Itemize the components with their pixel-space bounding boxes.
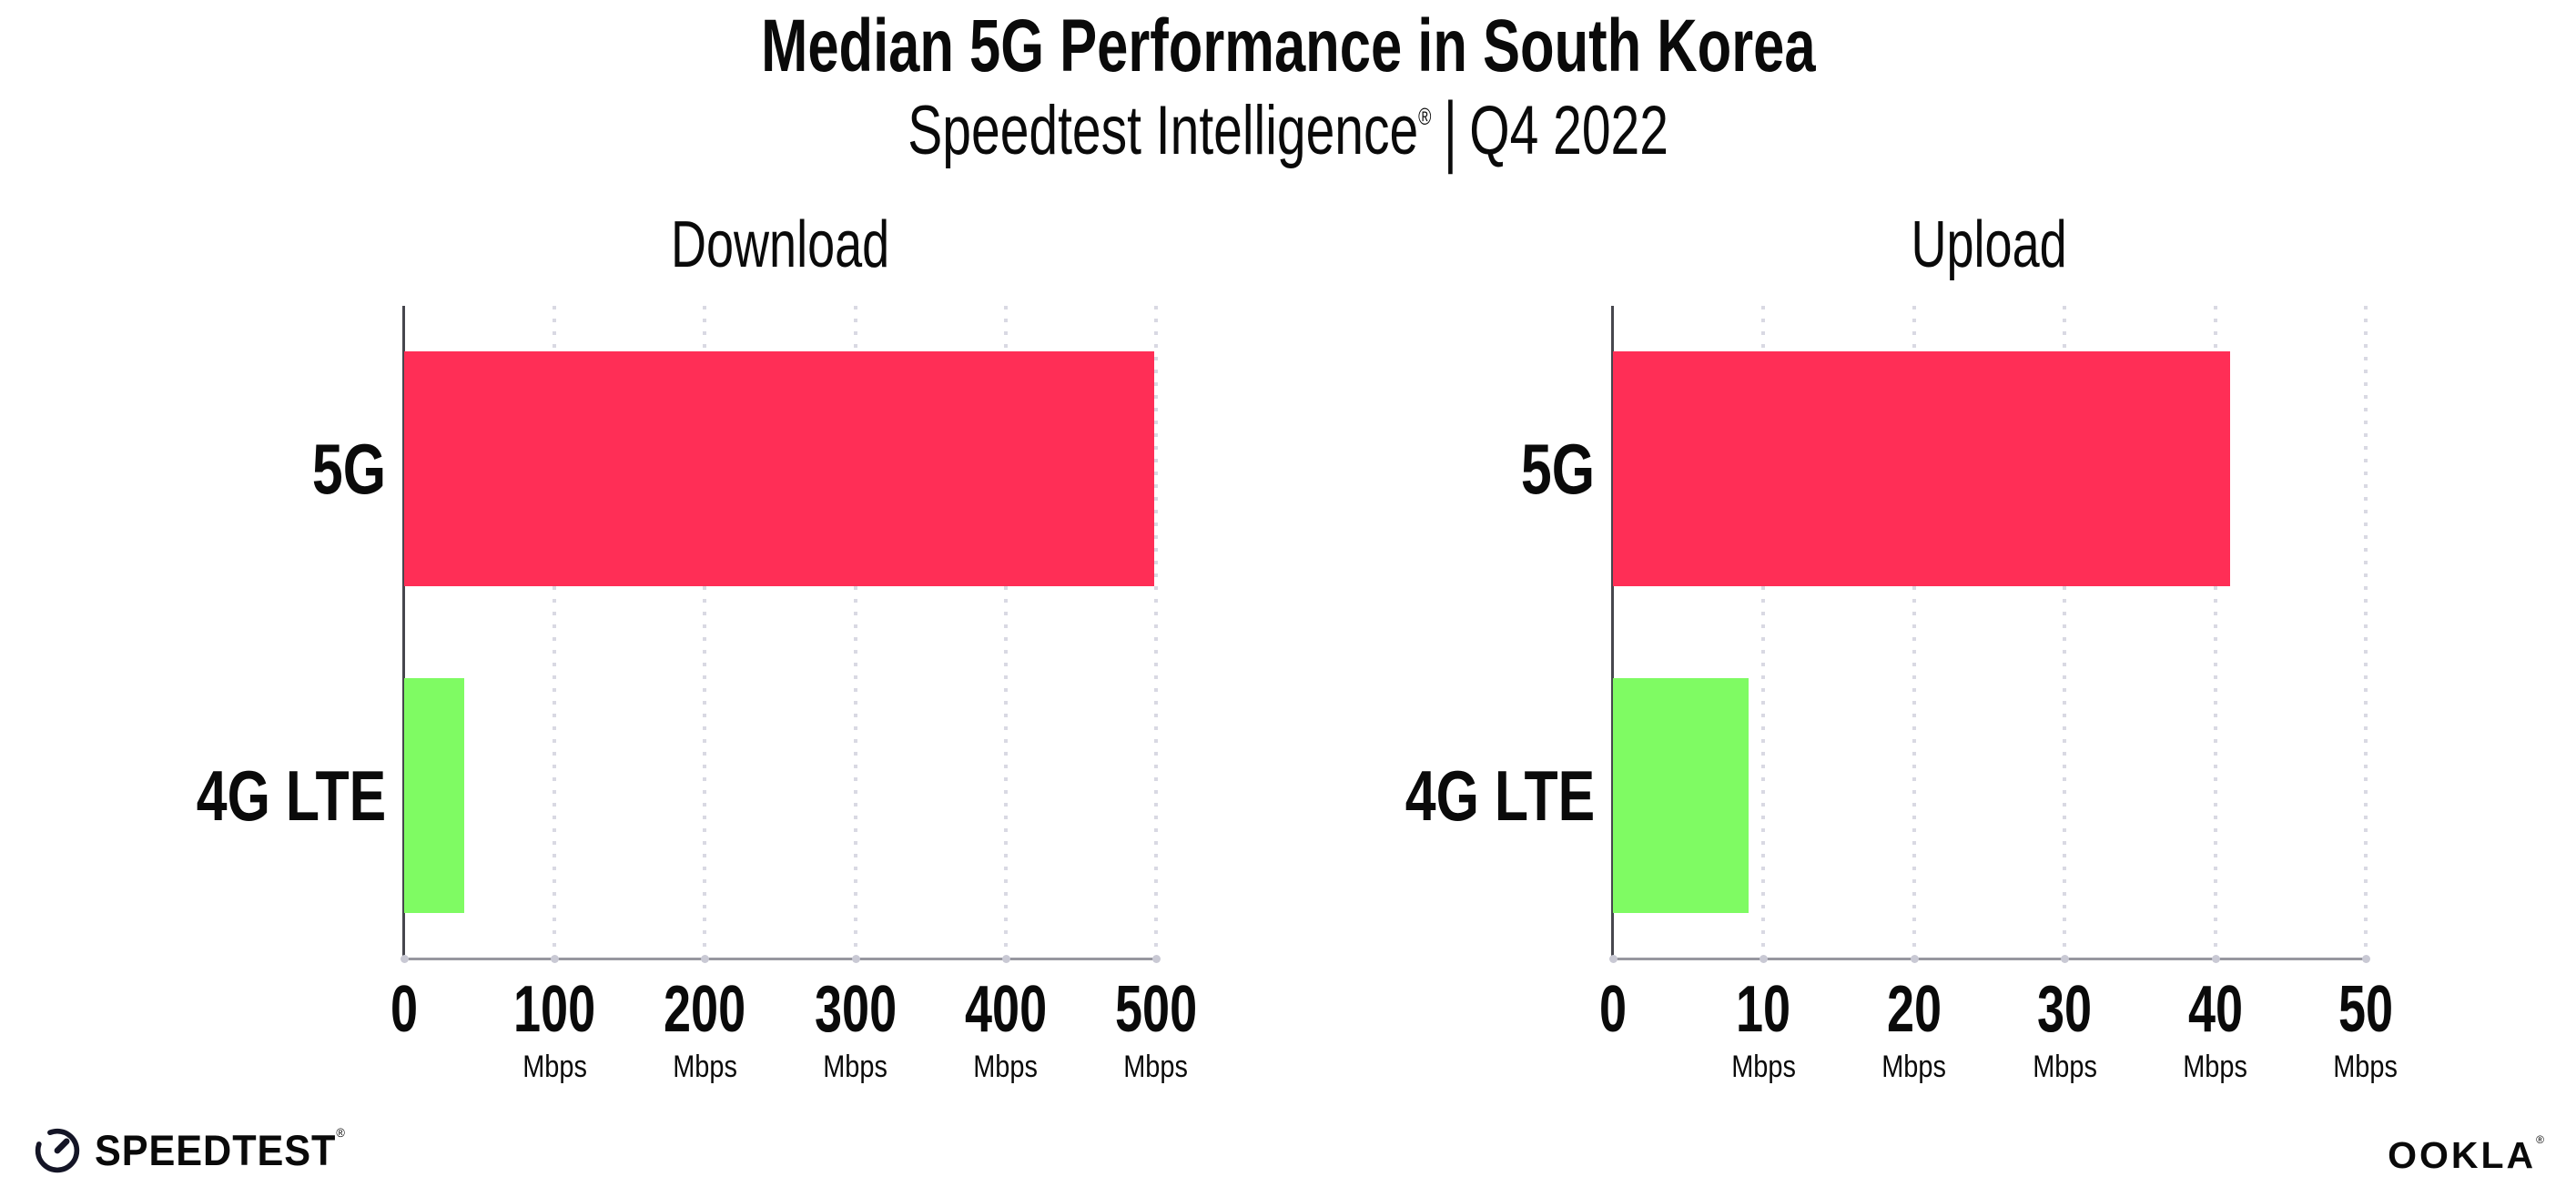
x-tick-100: 100 Mbps bbox=[454, 977, 654, 1082]
axis-tick-dot bbox=[1609, 955, 1618, 963]
registered-mark: ® bbox=[1418, 104, 1432, 130]
x-tick-unit: Mbps bbox=[2183, 1050, 2247, 1084]
x-tick-50: 50 Mbps bbox=[2266, 977, 2466, 1082]
ookla-logo: OOKLA® bbox=[2388, 1133, 2547, 1177]
x-tick-0: 0 bbox=[1513, 977, 1713, 1042]
download-bar-4g-lte bbox=[404, 677, 465, 913]
x-tick-value: 300 bbox=[814, 973, 897, 1046]
x-tick-value: 0 bbox=[1598, 973, 1628, 1046]
speedtest-registered-mark: ® bbox=[336, 1125, 346, 1141]
x-tick-unit: Mbps bbox=[1123, 1050, 1189, 1084]
axis-tick-dot bbox=[2211, 955, 2220, 963]
axis-tick-dot bbox=[1910, 955, 1919, 963]
subtitle-separator: | bbox=[1443, 86, 1457, 176]
x-tick-value: 50 bbox=[2338, 973, 2394, 1046]
axis-tick-dot bbox=[1001, 955, 1010, 963]
category-label-4g-lte: 4G LTE bbox=[196, 755, 386, 836]
gridline-300 bbox=[853, 306, 857, 959]
chart-title-download: Download bbox=[670, 208, 890, 281]
upload-bar-5g bbox=[1613, 351, 2231, 587]
gridline-30 bbox=[2063, 306, 2067, 959]
gridline-10 bbox=[1761, 306, 1766, 959]
x-tick-400: 400 Mbps bbox=[906, 977, 1106, 1082]
speedtest-gauge-icon bbox=[35, 1128, 80, 1172]
page-title: Median 5G Performance in South Korea bbox=[760, 5, 1816, 87]
x-tick-300: 300 Mbps bbox=[756, 977, 956, 1082]
x-tick-unit: Mbps bbox=[673, 1050, 737, 1084]
x-tick-value: 100 bbox=[513, 973, 596, 1046]
x-tick-unit: Mbps bbox=[973, 1050, 1039, 1084]
chart-title-upload: Upload bbox=[1911, 208, 2068, 281]
axis-tick-dot bbox=[2061, 955, 2070, 963]
x-tick-unit: Mbps bbox=[1881, 1050, 1947, 1084]
x-tick-value: 20 bbox=[1886, 973, 1942, 1046]
axis-tick-dot bbox=[1152, 955, 1161, 963]
ookla-logo-text: OOKLA bbox=[2388, 1134, 2537, 1176]
axis-tick-dot bbox=[701, 955, 710, 963]
x-tick-0: 0 bbox=[304, 977, 504, 1042]
x-tick-20: 20 Mbps bbox=[1814, 977, 2014, 1082]
header: Median 5G Performance in South Korea Spe… bbox=[0, 0, 2576, 171]
gridline-200 bbox=[703, 306, 707, 959]
gridline-400 bbox=[1003, 306, 1008, 959]
category-label-4g-lte: 4G LTE bbox=[1405, 755, 1595, 836]
x-tick-40: 40 Mbps bbox=[2115, 977, 2316, 1082]
x-tick-unit: Mbps bbox=[1731, 1050, 1796, 1084]
x-tick-10: 10 Mbps bbox=[1663, 977, 1863, 1082]
axis-tick-dot bbox=[2362, 955, 2370, 963]
x-tick-unit: Mbps bbox=[522, 1050, 587, 1084]
axis-tick-dot bbox=[1760, 955, 1769, 963]
x-tick-unit: Mbps bbox=[2032, 1050, 2097, 1084]
gridline-40 bbox=[2213, 306, 2217, 959]
x-tick-value: 0 bbox=[390, 973, 419, 1046]
upload-chart: Upload 0 10 Mbps 20 Mbps 30 Mbps 40 Mbps 50 Mbps 5G… bbox=[1405, 208, 2399, 1082]
subtitle-period: Q4 2022 bbox=[1469, 92, 1668, 169]
x-tick-500: 500 Mbps bbox=[1056, 977, 1256, 1082]
x-tick-unit: Mbps bbox=[2333, 1050, 2399, 1084]
x-tick-30: 30 Mbps bbox=[1964, 977, 2165, 1082]
upload-bar-4g-lte bbox=[1613, 677, 1749, 913]
x-tick-unit: Mbps bbox=[823, 1050, 887, 1084]
axis-tick-dot bbox=[551, 955, 560, 963]
ookla-registered-mark: ® bbox=[2536, 1133, 2547, 1147]
x-tick-value: 400 bbox=[964, 973, 1047, 1046]
gridline-500 bbox=[1154, 306, 1158, 959]
axis-tick-dot bbox=[851, 955, 860, 963]
gridline-50 bbox=[2364, 306, 2368, 959]
x-tick-value: 30 bbox=[2037, 973, 2093, 1046]
gridline-100 bbox=[553, 306, 557, 959]
axis-tick-dot bbox=[401, 955, 409, 963]
x-tick-value: 500 bbox=[1114, 973, 1198, 1046]
page-subtitle: Speedtest Intelligence® | Q4 2022 bbox=[0, 91, 2576, 170]
category-label-5g: 5G bbox=[1520, 429, 1595, 510]
x-tick-value: 200 bbox=[664, 973, 746, 1046]
x-tick-value: 10 bbox=[1736, 973, 1791, 1046]
speedtest-logo-text: SPEEDTEST® bbox=[95, 1125, 346, 1174]
speedtest-logo: SPEEDTEST® bbox=[33, 1125, 368, 1175]
gridline-20 bbox=[1912, 306, 1916, 959]
download-bar-5g bbox=[404, 351, 1155, 587]
x-tick-value: 40 bbox=[2187, 973, 2243, 1046]
category-label-5g: 5G bbox=[311, 429, 386, 510]
x-tick-200: 200 Mbps bbox=[604, 977, 805, 1082]
download-chart: Download 0 100 Mbps 200 Mbps 300 Mbps 400 Mbps 50… bbox=[197, 208, 1197, 1082]
subtitle-brand: Speedtest Intelligence bbox=[908, 92, 1419, 169]
